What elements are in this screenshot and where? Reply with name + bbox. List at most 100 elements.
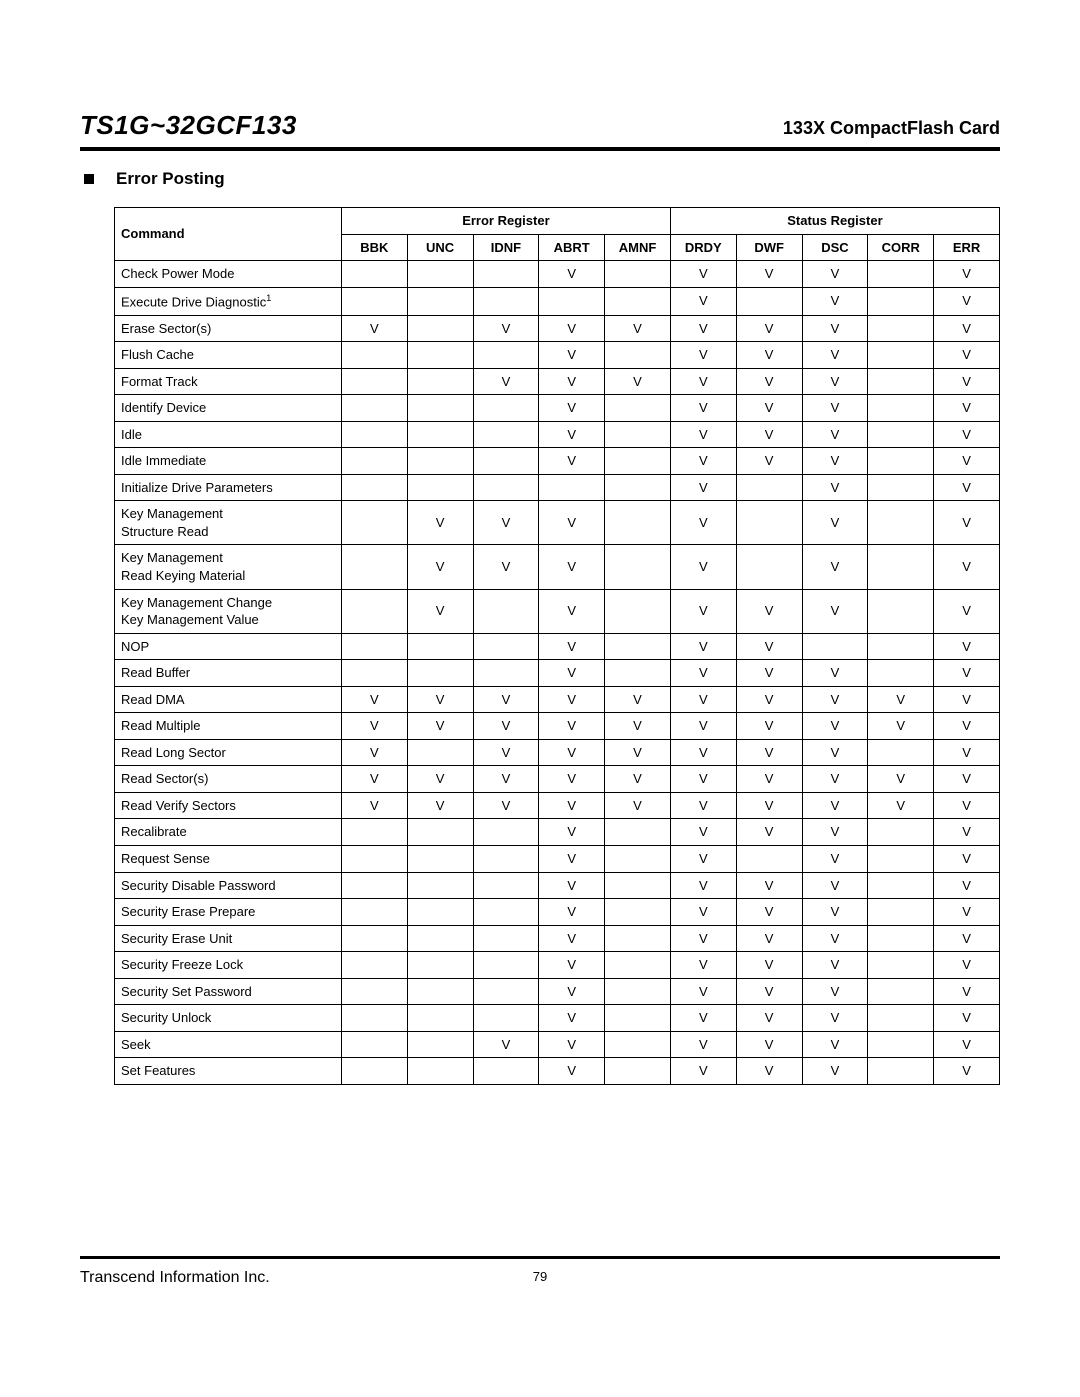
value-cell bbox=[868, 368, 934, 395]
value-cell: V bbox=[934, 766, 1000, 793]
value-cell bbox=[868, 899, 934, 926]
value-cell: V bbox=[802, 925, 868, 952]
value-cell: V bbox=[670, 792, 736, 819]
value-cell: V bbox=[539, 589, 605, 633]
value-cell bbox=[407, 872, 473, 899]
value-cell: V bbox=[868, 686, 934, 713]
value-cell bbox=[407, 1005, 473, 1032]
value-cell: V bbox=[868, 713, 934, 740]
table-row: Key ManagementRead Keying MaterialVVVVVV bbox=[115, 545, 1000, 589]
command-cell: Recalibrate bbox=[115, 819, 342, 846]
value-cell: V bbox=[539, 792, 605, 819]
value-cell bbox=[539, 287, 605, 315]
value-cell: V bbox=[934, 1058, 1000, 1085]
value-cell: V bbox=[539, 448, 605, 475]
value-cell bbox=[802, 633, 868, 660]
value-cell: V bbox=[802, 819, 868, 846]
check-icon: V bbox=[962, 1037, 971, 1052]
value-cell bbox=[341, 660, 407, 687]
value-cell: V bbox=[670, 1005, 736, 1032]
command-cell: Erase Sector(s) bbox=[115, 315, 342, 342]
table-row: Read BufferVVVVV bbox=[115, 660, 1000, 687]
command-cell: Idle bbox=[115, 421, 342, 448]
value-cell bbox=[473, 342, 539, 369]
check-icon: V bbox=[831, 480, 840, 495]
command-cell: Idle Immediate bbox=[115, 448, 342, 475]
table-row: Flush CacheVVVVV bbox=[115, 342, 1000, 369]
value-cell bbox=[868, 819, 934, 846]
value-cell: V bbox=[736, 713, 802, 740]
value-cell bbox=[868, 925, 934, 952]
command-cell: Security Freeze Lock bbox=[115, 952, 342, 979]
value-cell bbox=[868, 952, 934, 979]
check-icon: V bbox=[436, 603, 445, 618]
footer-page-number: 79 bbox=[533, 1269, 547, 1284]
value-cell bbox=[868, 315, 934, 342]
value-cell: V bbox=[605, 713, 671, 740]
value-cell: V bbox=[802, 846, 868, 873]
check-icon: V bbox=[831, 559, 840, 574]
table-row: Request SenseVVVV bbox=[115, 846, 1000, 873]
check-icon: V bbox=[962, 984, 971, 999]
value-cell: V bbox=[736, 589, 802, 633]
value-cell: V bbox=[341, 686, 407, 713]
table-row: Read Long SectorVVVVVVVV bbox=[115, 739, 1000, 766]
value-cell: V bbox=[736, 421, 802, 448]
value-cell bbox=[407, 342, 473, 369]
value-cell: V bbox=[539, 1031, 605, 1058]
col-header-idnf: IDNF bbox=[473, 234, 539, 261]
table-row: Check Power ModeVVVVV bbox=[115, 261, 1000, 288]
value-cell: V bbox=[736, 952, 802, 979]
check-icon: V bbox=[765, 1063, 774, 1078]
value-cell bbox=[407, 1058, 473, 1085]
check-icon: V bbox=[502, 718, 511, 733]
check-icon: V bbox=[699, 824, 708, 839]
section-heading-row: Error Posting bbox=[80, 169, 1000, 189]
check-icon: V bbox=[765, 347, 774, 362]
check-icon: V bbox=[765, 878, 774, 893]
value-cell: V bbox=[670, 315, 736, 342]
check-icon: V bbox=[831, 692, 840, 707]
check-icon: V bbox=[831, 515, 840, 530]
table-row: Security Erase PrepareVVVVV bbox=[115, 899, 1000, 926]
check-icon: V bbox=[633, 374, 642, 389]
check-icon: V bbox=[699, 931, 708, 946]
value-cell bbox=[473, 421, 539, 448]
value-cell bbox=[868, 395, 934, 422]
check-icon: V bbox=[765, 1037, 774, 1052]
check-icon: V bbox=[962, 931, 971, 946]
table-row: Key ManagementStructure ReadVVVVVV bbox=[115, 501, 1000, 545]
value-cell: V bbox=[670, 589, 736, 633]
check-icon: V bbox=[699, 665, 708, 680]
check-icon: V bbox=[962, 771, 971, 786]
value-cell: V bbox=[670, 766, 736, 793]
value-cell: V bbox=[670, 395, 736, 422]
value-cell bbox=[868, 501, 934, 545]
check-icon: V bbox=[831, 293, 840, 308]
check-icon: V bbox=[962, 347, 971, 362]
value-cell bbox=[473, 633, 539, 660]
value-cell: V bbox=[802, 978, 868, 1005]
value-cell: V bbox=[473, 713, 539, 740]
value-cell: V bbox=[736, 739, 802, 766]
value-cell: V bbox=[736, 819, 802, 846]
check-icon: V bbox=[699, 1010, 708, 1025]
command-cell: Security Erase Prepare bbox=[115, 899, 342, 926]
value-cell: V bbox=[670, 899, 736, 926]
value-cell bbox=[473, 846, 539, 873]
value-cell bbox=[407, 952, 473, 979]
check-icon: V bbox=[699, 1063, 708, 1078]
value-cell bbox=[605, 872, 671, 899]
check-icon: V bbox=[699, 1037, 708, 1052]
check-icon: V bbox=[699, 347, 708, 362]
value-cell: V bbox=[605, 315, 671, 342]
check-icon: V bbox=[831, 400, 840, 415]
value-cell: V bbox=[473, 686, 539, 713]
value-cell: V bbox=[802, 448, 868, 475]
value-cell: V bbox=[539, 713, 605, 740]
value-cell bbox=[736, 846, 802, 873]
value-cell: V bbox=[802, 766, 868, 793]
check-icon: V bbox=[502, 515, 511, 530]
table-row: RecalibrateVVVVV bbox=[115, 819, 1000, 846]
command-cell: Read Multiple bbox=[115, 713, 342, 740]
